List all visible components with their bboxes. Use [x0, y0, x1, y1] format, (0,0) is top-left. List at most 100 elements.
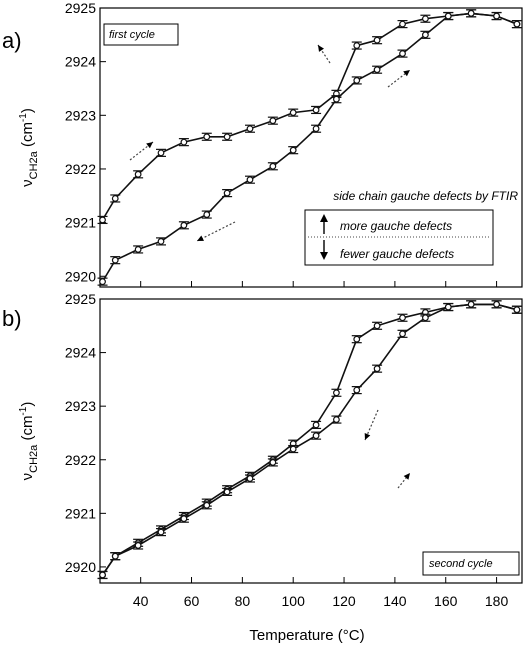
annotation-box [103, 23, 179, 46]
data-point [99, 278, 106, 286]
y-axis-unit: (cm [19, 122, 36, 151]
x-tick-label: 40 [133, 593, 149, 609]
data-point [513, 306, 521, 314]
data-point [289, 109, 297, 117]
data-point [373, 365, 381, 373]
data-point [399, 20, 406, 28]
data-point [467, 300, 475, 308]
x-axis-title: Temperature (°C) [249, 627, 364, 644]
data-point [269, 117, 277, 125]
direction-arrow-head [403, 473, 410, 480]
x-tick-label: 100 [282, 593, 306, 609]
data-point [223, 488, 231, 496]
x-tick-label: 160 [434, 593, 458, 609]
data-point [111, 195, 119, 202]
y-axis-title: νCH2a (cm-1) [18, 402, 40, 481]
direction-arrow-head [318, 45, 324, 52]
data-point [99, 216, 106, 224]
data-point [353, 335, 361, 343]
y-tick-label: 2924 [65, 345, 96, 361]
x-tick-label: 80 [235, 593, 251, 609]
annotation-box [422, 551, 520, 576]
data-point [269, 162, 277, 170]
data-point [399, 314, 406, 322]
data-point [203, 133, 211, 141]
data-point [312, 432, 320, 440]
data-point [493, 12, 500, 20]
panel-label: b) [2, 306, 22, 331]
x-tick-label: 60 [184, 593, 200, 609]
panel-label: a) [2, 28, 22, 53]
series-line [101, 303, 518, 576]
data-point [353, 42, 361, 49]
panel-b: 2920 2921 2922 2923 2924 2925 40 60 80 100 120 140 1… [2, 291, 523, 644]
data-point [333, 416, 340, 423]
data-point [373, 66, 381, 74]
x-tick-label: 180 [485, 593, 509, 609]
data-point [373, 322, 381, 330]
series-line [101, 12, 518, 221]
data-point [269, 459, 277, 466]
data-point [157, 237, 165, 245]
data-point [134, 246, 142, 253]
direction-arrow-shaft [364, 409, 379, 441]
annotation-label: first cycle [109, 29, 155, 41]
data-point [134, 170, 142, 178]
y-axis-unit-close: ) [19, 108, 36, 113]
data-point [203, 501, 211, 509]
direction-arrow-head [146, 142, 153, 149]
data-point [289, 445, 297, 453]
y-tick-label: 2923 [65, 107, 96, 123]
panel-a: 2920 2921 2922 2923 2924 2925 a) νCH2a (cm-1) fi… [2, 0, 523, 288]
data-point [134, 542, 142, 549]
data-point [373, 36, 381, 44]
annotation-label: second cycle [429, 558, 493, 570]
data-point [223, 189, 231, 197]
legend-arrow-down-head [320, 252, 328, 260]
direction-arrow-head [403, 70, 410, 77]
data-point [312, 421, 320, 429]
x-tick-label: 140 [383, 593, 407, 609]
y-tick-label: 2922 [65, 161, 96, 177]
plot-frame [99, 298, 523, 584]
y-tick-label: 2921 [65, 215, 96, 231]
data-point [111, 552, 119, 560]
y-axis-symbol: ν [19, 473, 36, 481]
y-tick-label: 2925 [65, 0, 96, 16]
y-tick-label: 2924 [65, 54, 96, 70]
data-point [203, 211, 211, 218]
data-point [289, 146, 297, 154]
y-axis-title: νCH2a (cm-1) [18, 108, 40, 187]
legend-title: side chain gauche defects by FTIR [333, 189, 518, 203]
data-point [99, 571, 106, 579]
data-point [333, 389, 340, 397]
data-point [421, 15, 429, 23]
y-axis-unit-close: ) [19, 402, 36, 407]
x-tick-label: 120 [332, 593, 356, 609]
data-point [312, 125, 320, 133]
direction-arrow-shaft [387, 69, 411, 88]
data-point [399, 330, 406, 338]
plot-frame [99, 7, 523, 288]
data-point [399, 50, 406, 58]
data-point [246, 475, 254, 482]
y-tick-label: 2921 [65, 505, 96, 521]
data-point [444, 12, 452, 20]
data-point [353, 77, 361, 84]
y-axis-unit-exponent: -1 [18, 406, 29, 415]
data-point [513, 20, 521, 28]
data-point [421, 31, 429, 39]
y-tick-label: 2920 [65, 268, 96, 284]
y-tick-label: 2925 [65, 291, 96, 307]
data-point [246, 125, 254, 133]
data-point [333, 95, 340, 103]
direction-arrow-shaft [196, 221, 236, 242]
data-point [157, 528, 165, 536]
data-point [353, 386, 361, 394]
data-point [180, 138, 188, 146]
data-point [111, 256, 119, 264]
data-point [223, 133, 231, 141]
data-point [421, 314, 429, 322]
direction-arrow-head [197, 235, 204, 241]
y-tick-label: 2923 [65, 398, 96, 414]
